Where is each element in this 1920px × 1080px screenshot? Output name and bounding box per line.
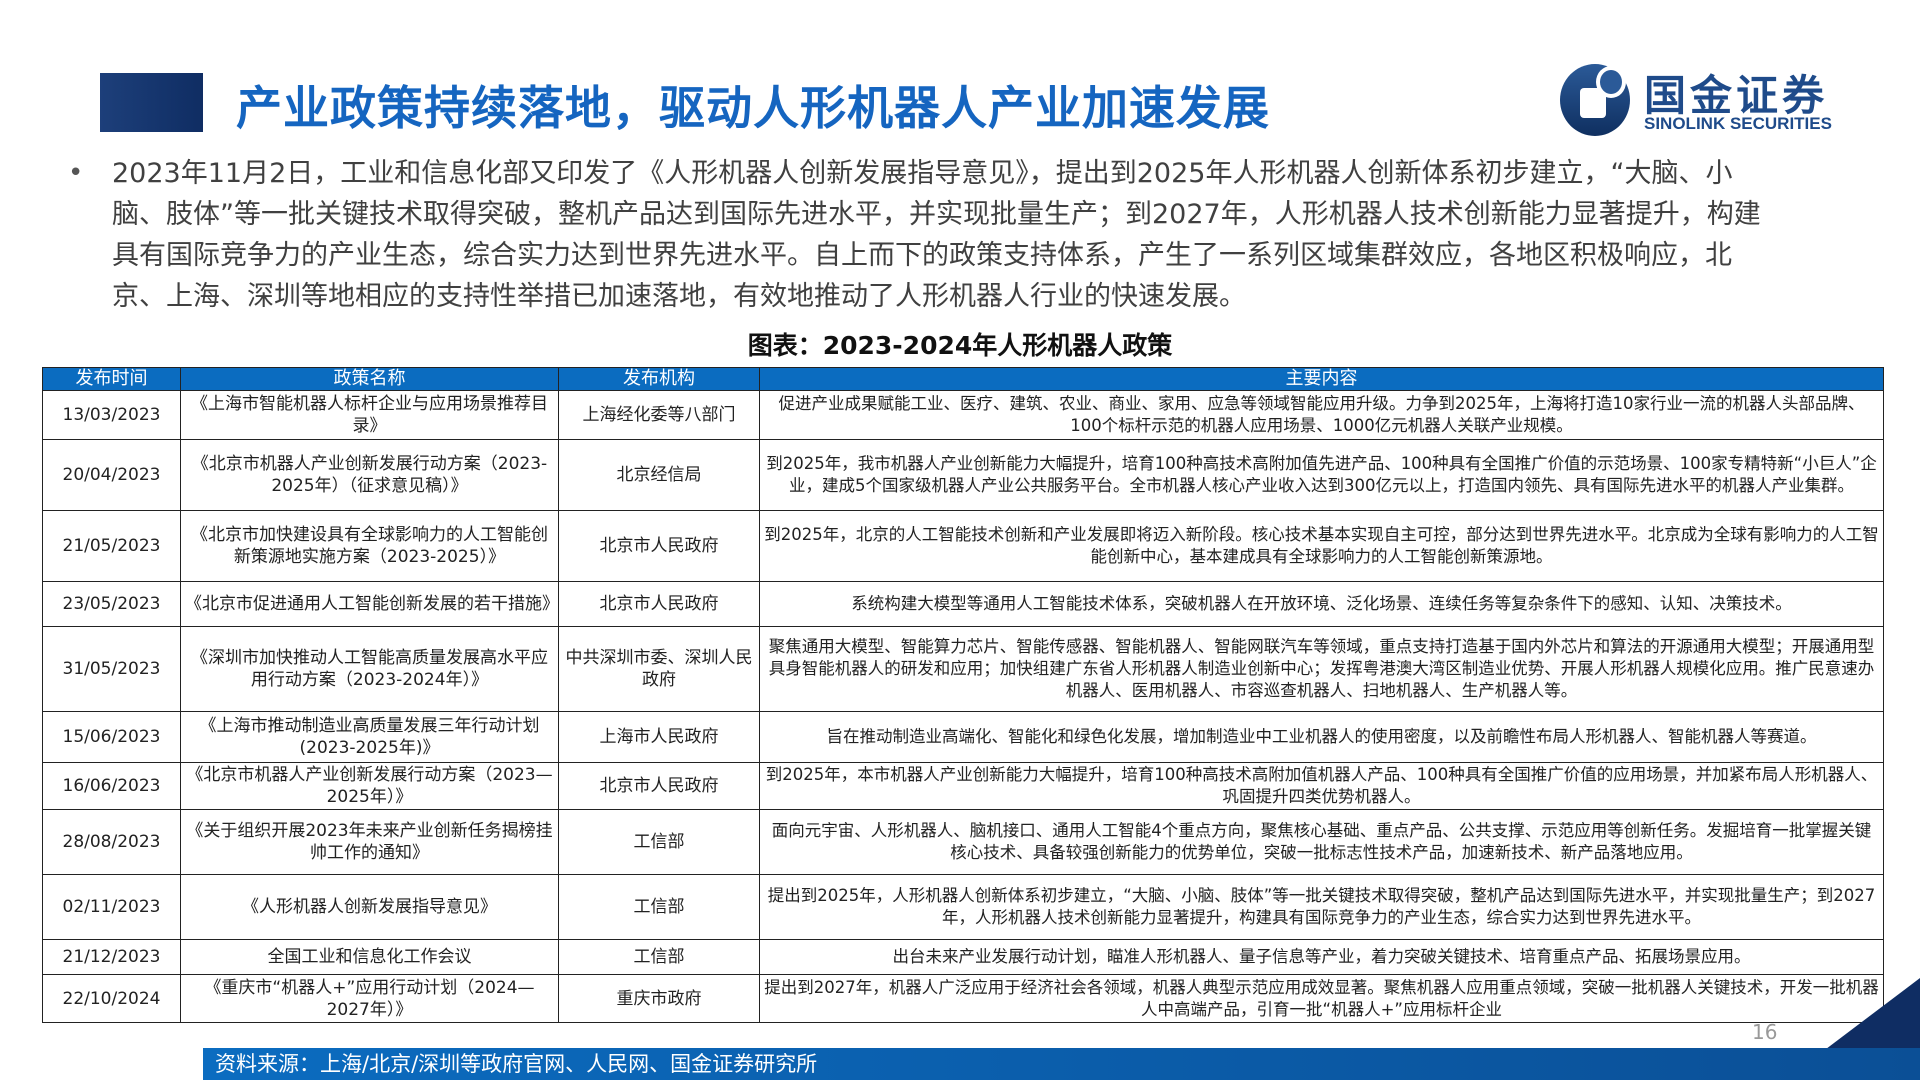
cell-org: 上海市人民政府 (558, 711, 760, 763)
cell-org: 重庆市政府 (558, 974, 760, 1023)
table-row: 28/08/2023 《关于组织开展2023年未来产业创新任务揭榜挂帅工作的通知》… (42, 809, 1884, 875)
header-content: 主要内容 (759, 367, 1884, 391)
cell-date: 13/03/2023 (42, 390, 181, 440)
cell-date: 02/11/2023 (42, 874, 181, 940)
cell-date: 20/04/2023 (42, 439, 181, 511)
cell-org: 北京市人民政府 (558, 762, 760, 810)
cell-org: 工信部 (558, 939, 760, 975)
cell-org: 北京经信局 (558, 439, 760, 511)
table-row: 20/04/2023 《北京市机器人产业创新发展行动方案（2023-2025年）（… (42, 439, 1884, 511)
source-note: 资料来源：上海/北京/深圳等政府官网、人民网、国金证券研究所 (203, 1048, 1920, 1080)
cell-date: 15/06/2023 (42, 711, 181, 763)
cell-content: 到2025年，北京的人工智能技术创新和产业发展即将迈入新阶段。核心技术基本实现自… (759, 510, 1884, 582)
cell-content: 系统构建大模型等通用人工智能技术体系，突破机器人在开放环境、泛化场景、连续任务等… (759, 581, 1884, 627)
logo-icon (1560, 64, 1630, 136)
table-caption: 图表：2023-2024年人形机器人政策 (747, 331, 1173, 360)
table-row: 15/06/2023 《上海市推动制造业高质量发展三年行动计划(2023-2025… (42, 711, 1884, 763)
cell-date: 21/05/2023 (42, 510, 181, 582)
cell-policy-name: 全国工业和信息化工作会议 (180, 939, 559, 975)
table-row: 16/06/2023 《北京市机器人产业创新发展行动方案（2023—2025年）》… (42, 762, 1884, 810)
cell-org: 北京市人民政府 (558, 510, 760, 582)
cell-content: 旨在推动制造业高端化、智能化和绿色化发展，增加制造业中工业机器人的使用密度，以及… (759, 711, 1884, 763)
cell-content: 出台未来产业发展行动计划，瞄准人形机器人、量子信息等产业，着力突破关键技术、培育… (759, 939, 1884, 975)
cell-org: 工信部 (558, 874, 760, 940)
page-number: 16 (1752, 1020, 1778, 1044)
cell-date: 22/10/2024 (42, 974, 181, 1023)
cell-org: 北京市人民政府 (558, 581, 760, 627)
logo-en-text: SINOLINK SECURITIES (1644, 114, 1832, 133)
header-date: 发布时间 (42, 367, 181, 391)
table-row: 23/05/2023 《北京市促进通用人工智能创新发展的若干措施》 北京市人民政府系… (42, 581, 1884, 627)
policy-table: 发布时间 政策名称 发布机构 主要内容 13/03/2023 《上海市智能机器人标… (42, 367, 1884, 1023)
cell-content: 到2025年，本市机器人产业创新能力大幅提升，培育100种高技术高附加值机器人产… (759, 762, 1884, 810)
cell-org: 工信部 (558, 809, 760, 875)
cell-org: 中共深圳市委、深圳人民政府 (558, 626, 760, 712)
cell-content: 提出到2025年，人形机器人创新体系初步建立，“大脑、小脑、肢体”等一批关键技术… (759, 874, 1884, 940)
cell-policy-name: 《深圳市加快推动人工智能高质量发展高水平应用行动方案（2023-2024年）》 (180, 626, 559, 712)
table-row: 21/05/2023 《北京市加快建设具有全球影响力的人工智能创新策源地实施方案（… (42, 510, 1884, 582)
page-title: 产业政策持续落地，驱动人形机器人产业加速发展 (236, 81, 1270, 135)
cell-date: 21/12/2023 (42, 939, 181, 975)
bullet-marker: • (68, 158, 84, 188)
cell-policy-name: 《关于组织开展2023年未来产业创新任务揭榜挂帅工作的通知》 (180, 809, 559, 875)
cell-content: 促进产业成果赋能工业、医疗、建筑、农业、商业、家用、应急等领域智能应用升级。力争… (759, 390, 1884, 440)
cell-policy-name: 《人形机器人创新发展指导意见》 (180, 874, 559, 940)
table-row: 31/05/2023 《深圳市加快推动人工智能高质量发展高水平应用行动方案（202… (42, 626, 1884, 712)
cell-date: 23/05/2023 (42, 581, 181, 627)
cell-policy-name: 《上海市推动制造业高质量发展三年行动计划(2023-2025年)》 (180, 711, 559, 763)
cell-content: 到2025年，我市机器人产业创新能力大幅提升，培育100种高技术高附加值先进产品… (759, 439, 1884, 511)
title-accent-block (100, 73, 203, 132)
cell-date: 31/05/2023 (42, 626, 181, 712)
cell-policy-name: 《北京市促进通用人工智能创新发展的若干措施》 (180, 581, 559, 627)
cell-policy-name: 《重庆市“机器人+”应用行动计划（2024—2027年）》 (180, 974, 559, 1023)
intro-paragraph: 2023年11月2日，工业和信息化部又印发了《人形机器人创新发展指导意见》，提出… (112, 158, 1761, 312)
cell-date: 16/06/2023 (42, 762, 181, 810)
table-header-row: 发布时间 政策名称 发布机构 主要内容 (42, 367, 1884, 391)
table-row: 22/10/2024 《重庆市“机器人+”应用行动计划（2024—2027年）》重… (42, 974, 1884, 1023)
table-row: 02/11/2023 《人形机器人创新发展指导意见》 工信部 提出到2025年，人形机… (42, 874, 1884, 940)
cell-policy-name: 《北京市机器人产业创新发展行动方案（2023-2025年）（征求意见稿）》 (180, 439, 559, 511)
header-policy-name: 政策名称 (180, 367, 559, 391)
cell-policy-name: 《北京市加快建设具有全球影响力的人工智能创新策源地实施方案（2023-2025）… (180, 510, 559, 582)
logo-cn-text: 国金证券 (1644, 71, 1829, 120)
header-org: 发布机构 (558, 367, 760, 391)
table-row: 13/03/2023 《上海市智能机器人标杆企业与应用场景推荐目录》 上海经化委等八… (42, 390, 1884, 440)
cell-content: 聚焦通用大模型、智能算力芯片、智能传感器、智能机器人、智能网联汽车等领域，重点支… (759, 626, 1884, 712)
sinolink-logo: 国金证券 SINOLINK SECURITIES (1560, 62, 1880, 142)
cell-policy-name: 《上海市智能机器人标杆企业与应用场景推荐目录》 (180, 390, 559, 440)
cell-policy-name: 《北京市机器人产业创新发展行动方案（2023—2025年）》 (180, 762, 559, 810)
cell-content: 提出到2027年，机器人广泛应用于经济社会各领域，机器人典型示范应用成效显著。聚… (759, 974, 1884, 1023)
table-row: 21/12/2023 全国工业和信息化工作会议 工信部 出台未来产业发展行动计划，瞄准… (42, 939, 1884, 975)
cell-content: 面向元宇宙、人形机器人、脑机接口、通用人工智能4个重点方向，聚焦核心基础、重点产… (759, 809, 1884, 875)
cell-org: 上海经化委等八部门 (558, 390, 760, 440)
cell-date: 28/08/2023 (42, 809, 181, 875)
